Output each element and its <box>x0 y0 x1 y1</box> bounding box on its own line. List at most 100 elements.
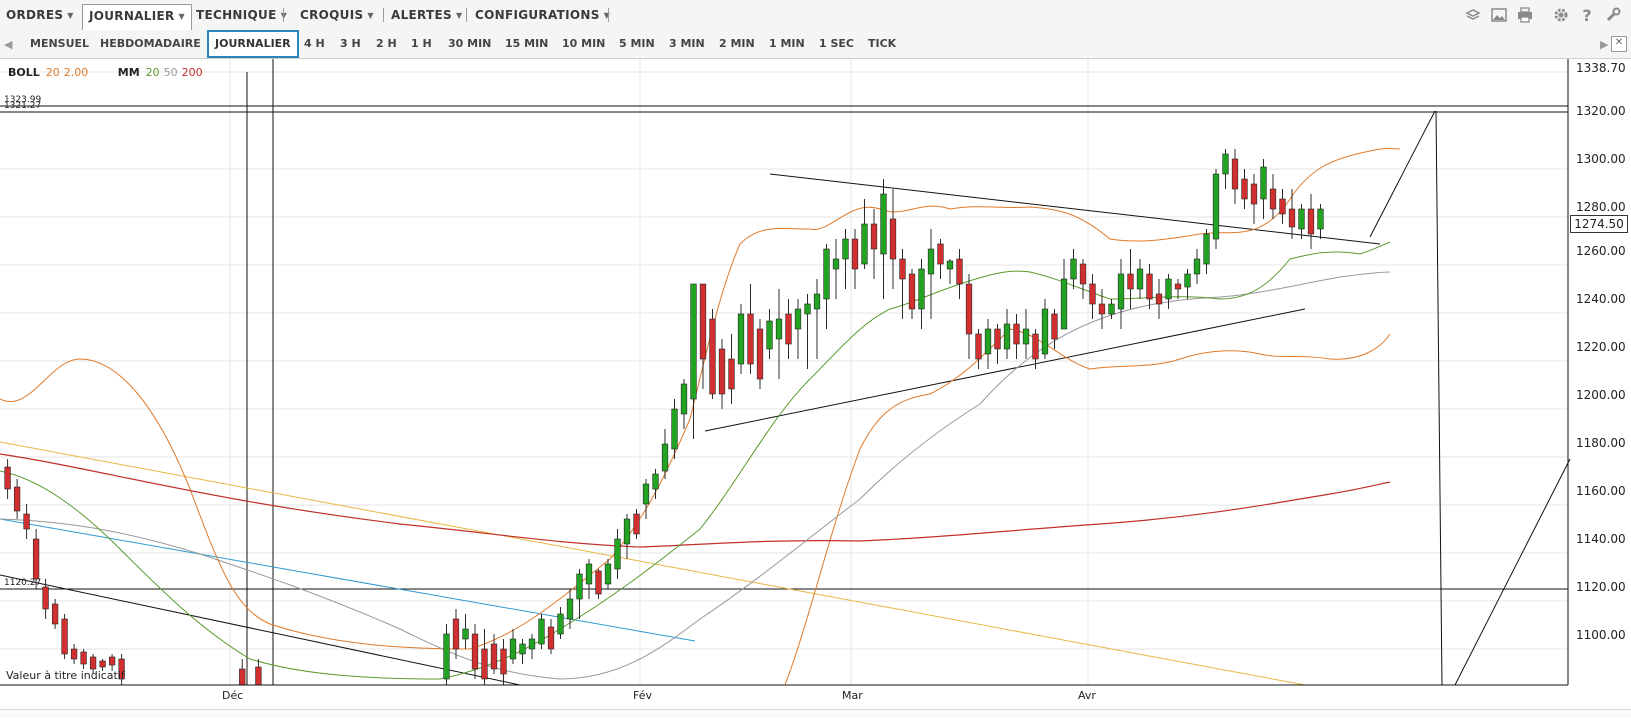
scroll-left-icon[interactable]: ◀ <box>4 38 13 51</box>
candle-body <box>747 313 754 365</box>
interval-1h[interactable]: 1 H <box>411 37 432 50</box>
chevron-down-icon: ▼ <box>603 11 611 20</box>
y-tick-label: 1160.00 <box>1576 484 1626 498</box>
candle-body <box>984 328 992 355</box>
candle-body <box>728 358 735 390</box>
candle-body <box>255 666 262 686</box>
candle-body <box>490 643 498 670</box>
layers-icon[interactable] <box>1463 6 1483 24</box>
candle-body <box>13 486 21 512</box>
candle-body <box>519 643 526 655</box>
candle-body <box>680 383 688 415</box>
price-chart[interactable]: 1338.70 1320.00 1300.00 1280.00 1260.00 … <box>0 59 1631 717</box>
boll-legend[interactable]: BOLL 20 2.00 <box>8 66 98 79</box>
trend-line-breakout[interactable] <box>1369 110 1436 238</box>
candlesticks <box>4 149 1324 686</box>
interval-10min[interactable]: 10 MIN <box>562 37 606 50</box>
menu-journalier[interactable]: JOURNALIER ▼ <box>82 4 192 30</box>
trend-line-left[interactable] <box>0 574 521 686</box>
menu-technique[interactable]: TECHNIQUE▼ <box>190 4 293 26</box>
candle-body <box>528 638 536 650</box>
candle-body <box>1041 308 1049 355</box>
interval-3min[interactable]: 3 MIN <box>669 37 705 50</box>
candle-body <box>927 248 935 275</box>
candle-body <box>937 243 944 265</box>
candle-body <box>804 303 811 315</box>
help-icon[interactable]: ? <box>1582 5 1592 25</box>
candle-body <box>108 656 116 666</box>
candle-body <box>813 293 821 310</box>
candle-body <box>851 238 859 270</box>
mm-legend[interactable]: MM 20 50 200 <box>118 66 209 79</box>
candle-body <box>1260 166 1267 200</box>
candle-body <box>462 628 469 640</box>
candle-body <box>452 618 460 650</box>
y-axis-ticks: 1338.70 1320.00 1300.00 1280.00 1260.00 … <box>1576 61 1626 642</box>
legend-param: 20 <box>145 66 160 79</box>
trend-line-right[interactable] <box>1454 458 1571 686</box>
interval-tick[interactable]: TICK <box>868 37 897 50</box>
chevron-down-icon: ▼ <box>178 12 185 21</box>
candle-body <box>1155 293 1163 305</box>
menu-divider <box>383 8 384 22</box>
y-tick-label: 1240.00 <box>1576 292 1626 306</box>
y-tick-label: 1200.00 <box>1576 388 1626 402</box>
interval-2h[interactable]: 2 H <box>376 37 397 50</box>
candle-body <box>823 248 830 300</box>
candle-body <box>1250 183 1258 205</box>
candle-body <box>880 193 887 255</box>
candle-body <box>623 518 631 545</box>
interval-hebdomadaire[interactable]: HEBDOMADAIRE <box>100 37 201 50</box>
menu-label: TECHNIQUE <box>196 8 277 22</box>
y-tick-label: 1220.00 <box>1576 340 1626 354</box>
vertical-line[interactable] <box>1435 110 1443 686</box>
candle-body <box>737 313 745 365</box>
interval-30min[interactable]: 30 MIN <box>448 37 492 50</box>
candle-body <box>785 313 792 345</box>
interval-mensuel[interactable]: MENSUEL <box>30 37 90 50</box>
print-icon[interactable] <box>1515 6 1535 24</box>
menu-ordres[interactable]: ORDRES ▼ <box>0 4 80 26</box>
candle-body <box>70 648 78 660</box>
candle-body <box>1060 278 1068 330</box>
candle-body <box>1203 233 1210 265</box>
candle-body <box>1174 283 1182 290</box>
candle-body <box>1117 273 1125 310</box>
candle-body <box>1231 158 1239 190</box>
menu-configurations[interactable]: CONFIGURATIONS ▼ <box>469 4 616 26</box>
trend-line-upper[interactable] <box>769 173 1381 245</box>
interval-15min[interactable]: 15 MIN <box>505 37 549 50</box>
candle-body <box>1222 153 1229 175</box>
wrench-icon[interactable] <box>1603 6 1623 24</box>
interval-1min[interactable]: 1 MIN <box>769 37 805 50</box>
candle-body <box>32 538 40 580</box>
menu-croquis[interactable]: CROQUIS ▼ <box>294 4 380 26</box>
scroll-right-icon[interactable]: ▶ <box>1600 38 1609 51</box>
interval-journalier[interactable]: JOURNALIER <box>207 30 299 58</box>
interval-3h[interactable]: 3 H <box>340 37 361 50</box>
candle-body <box>604 563 612 585</box>
trend-line-lower[interactable] <box>704 308 1306 432</box>
candle-body <box>946 260 954 270</box>
candle-body <box>80 651 87 665</box>
menu-alertes[interactable]: ALERTES ▼ <box>385 4 468 26</box>
trend-line-yellow[interactable] <box>0 441 1306 686</box>
candle-body <box>1127 273 1134 290</box>
gear-icon[interactable] <box>1551 6 1571 24</box>
interval-4h[interactable]: 4 H <box>304 37 325 50</box>
image-icon[interactable] <box>1489 6 1509 24</box>
menu-label: ORDRES <box>6 8 64 22</box>
x-tick-label: Fév <box>633 689 652 702</box>
interval-5min[interactable]: 5 MIN <box>619 37 655 50</box>
main-menubar: ORDRES▼ JOURNALIER▼ TECHNIQUE▼ CROQUIS▼ … <box>0 0 1631 31</box>
legend-param: 50 <box>163 66 178 79</box>
candle-body <box>1051 313 1058 340</box>
candle-body <box>566 598 574 620</box>
close-icon[interactable]: ✕ <box>1611 36 1627 52</box>
trend-line-blue[interactable] <box>0 518 696 642</box>
interval-1sec[interactable]: 1 SEC <box>819 37 854 50</box>
y-tick-label: 1140.00 <box>1576 532 1626 546</box>
interval-2min[interactable]: 2 MIN <box>719 37 755 50</box>
candle-body <box>547 626 555 650</box>
candle-body <box>1098 303 1106 315</box>
